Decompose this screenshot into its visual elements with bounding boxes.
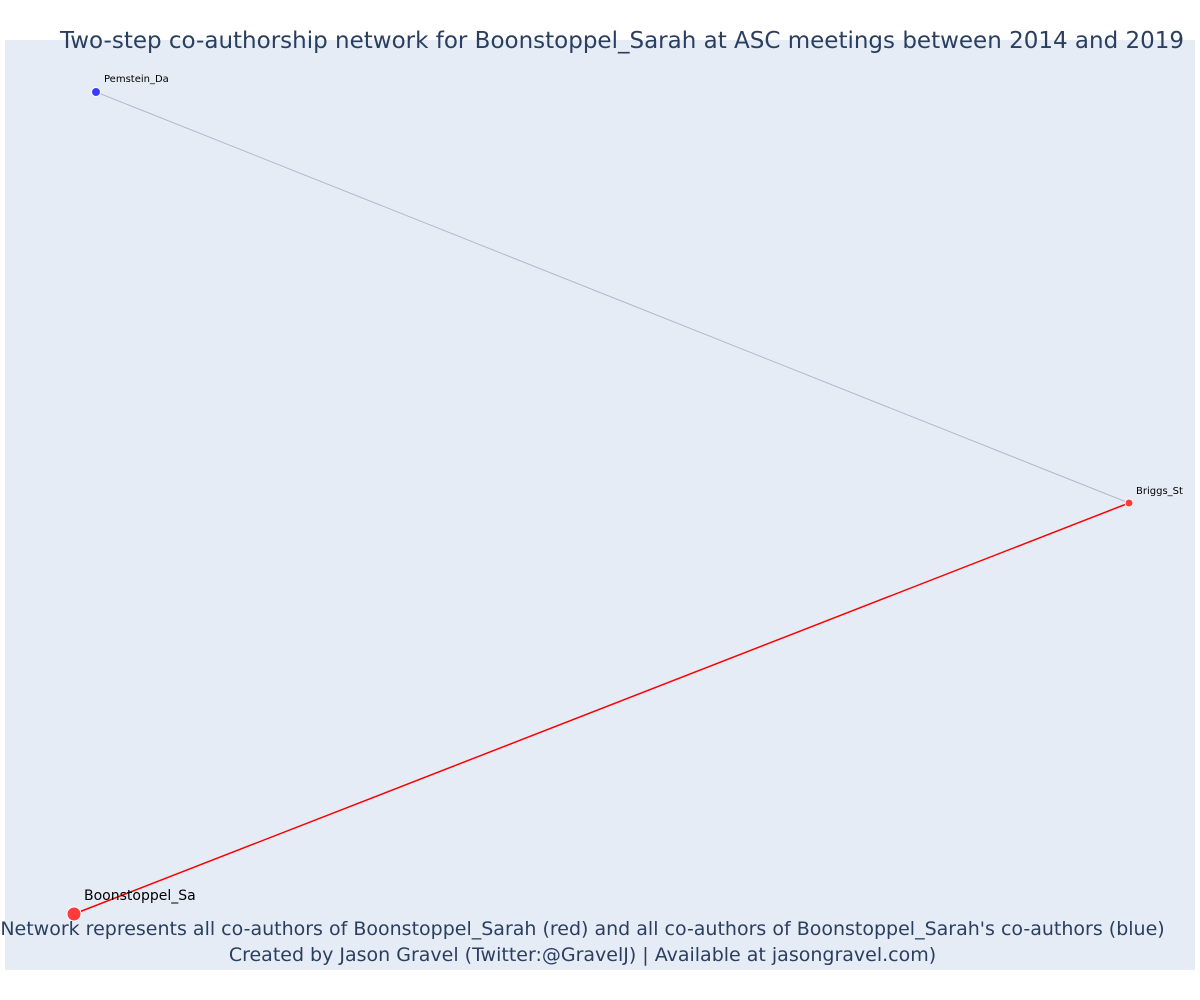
node-label-briggs: Briggs_St xyxy=(1136,486,1183,497)
edge-briggs-pemstein xyxy=(95,91,1130,504)
node-focal[interactable] xyxy=(66,906,82,922)
caption-line-1: Network represents all co-authors of Boo… xyxy=(0,918,1165,940)
chart-title: Two-step co-authorship network for Boons… xyxy=(60,28,1185,54)
plot-area xyxy=(5,40,1195,970)
node-briggs[interactable] xyxy=(1124,498,1134,508)
node-label-focal: Boonstoppel_Sa xyxy=(84,888,196,904)
node-pemstein[interactable] xyxy=(91,87,101,97)
edge-focal-briggs xyxy=(73,502,1130,915)
caption-line-2: Created by Jason Gravel (Twitter:@Gravel… xyxy=(228,944,937,966)
node-label-pemstein: Pemstein_Da xyxy=(104,74,169,85)
